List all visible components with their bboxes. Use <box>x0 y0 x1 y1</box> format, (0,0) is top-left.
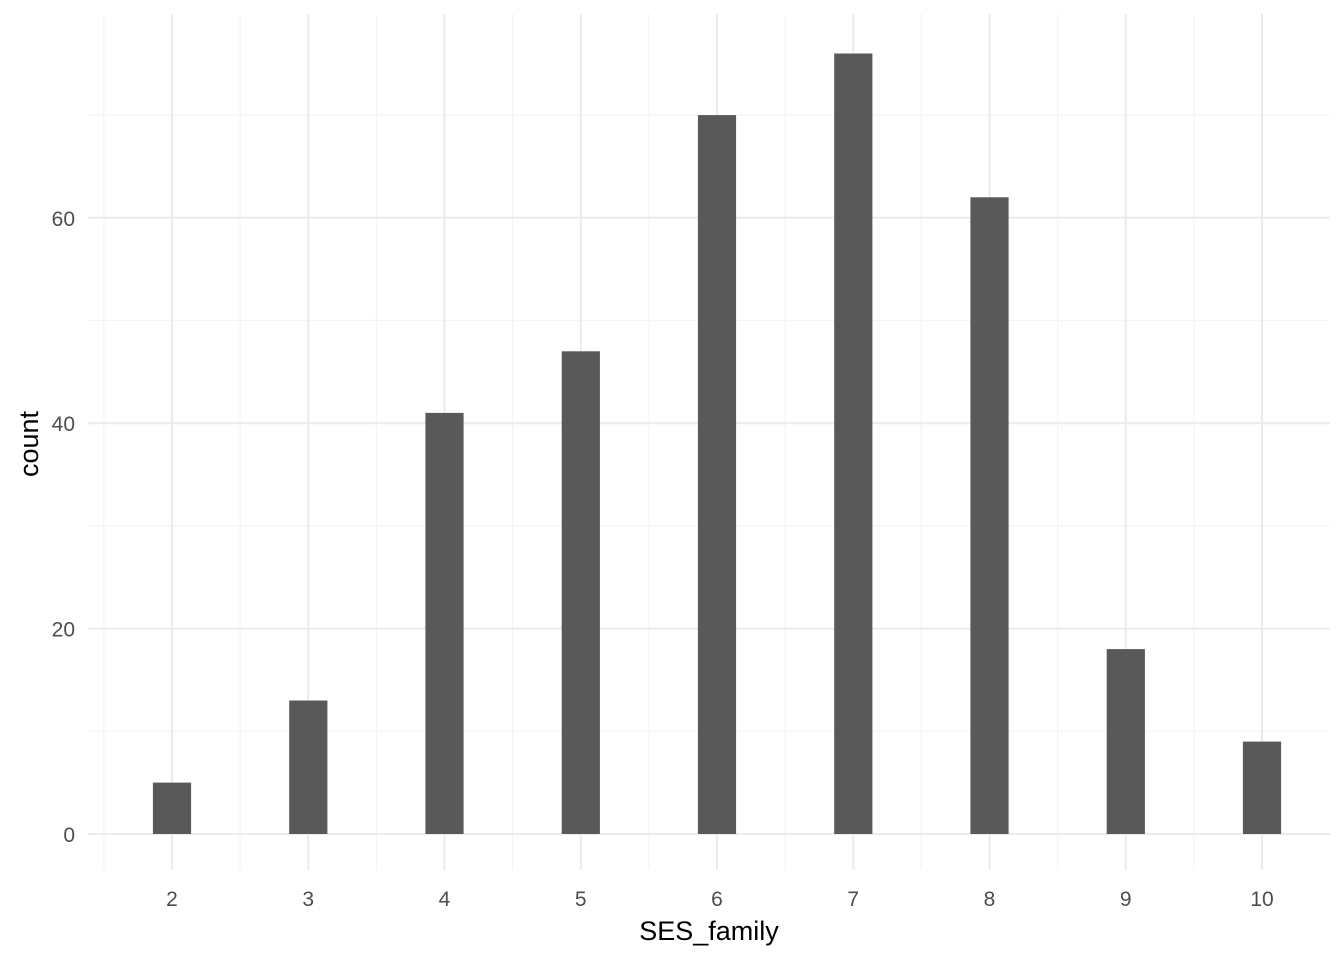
x-tick-label: 5 <box>575 888 587 911</box>
bar-7 <box>834 53 873 834</box>
bar-2 <box>152 782 192 834</box>
y-tick-label: 20 <box>52 619 75 642</box>
x-tick-label: 3 <box>302 888 314 911</box>
x-tick-label: 2 <box>166 888 178 911</box>
bar-4 <box>425 412 464 834</box>
y-axis-title: count <box>14 410 44 477</box>
y-axis-tick-labels: 0 20 40 60 <box>52 208 75 847</box>
bar-9 <box>1106 649 1145 834</box>
bar-5 <box>561 351 600 834</box>
bar-3 <box>289 700 328 834</box>
x-axis-tick-labels: 2 3 4 5 6 7 8 9 10 <box>166 888 1274 911</box>
x-tick-label: 7 <box>847 888 859 911</box>
y-tick-label: 40 <box>52 413 75 436</box>
x-tick-label: 9 <box>1120 888 1132 911</box>
bar-6 <box>697 115 737 835</box>
bar-8 <box>970 197 1009 835</box>
x-tick-label: 6 <box>711 888 723 911</box>
x-tick-label: 10 <box>1250 888 1273 911</box>
y-tick-label: 60 <box>52 208 75 231</box>
x-axis-title: SES_family <box>639 916 779 946</box>
x-tick-label: 4 <box>439 888 451 911</box>
y-tick-label: 0 <box>63 824 75 847</box>
bar-10 <box>1242 741 1282 834</box>
x-tick-label: 8 <box>984 888 996 911</box>
bars <box>152 53 1282 835</box>
